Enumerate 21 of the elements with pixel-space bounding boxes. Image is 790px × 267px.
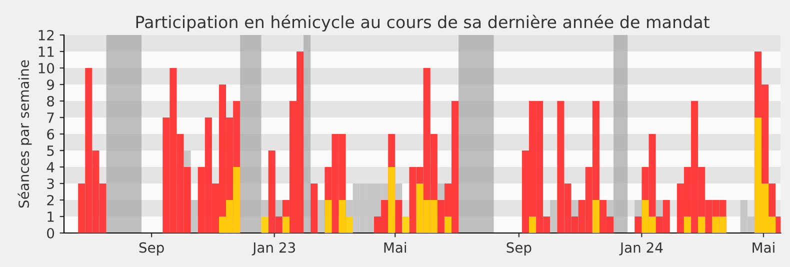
y-axis-title: Séances par semaine xyxy=(18,60,32,208)
y-tick-label: 5 xyxy=(47,146,54,156)
x-tick-label: Sep xyxy=(139,242,164,256)
x-tick-label: Jan 24 xyxy=(619,242,663,256)
y-tick-label: 7 xyxy=(47,112,54,123)
y-tick-label: 0 xyxy=(47,228,54,238)
chart-title: Participation en hémicycle au cours de sa dernière année de mandat xyxy=(136,14,710,32)
x-tick-label: Mai xyxy=(752,242,774,253)
x-tick-label: Jan 23 xyxy=(252,242,295,256)
y-tick-label: 4 xyxy=(46,162,54,172)
x-tick-label: Sep xyxy=(506,242,532,256)
y-tick-label: 11 xyxy=(38,46,54,57)
y-tick-label: 2 xyxy=(47,194,54,206)
y-tick-label: 12 xyxy=(38,30,54,40)
y-tick-label: 8 xyxy=(47,96,54,106)
y-tick-label: 3 xyxy=(47,178,54,189)
y-tick-label: 1 xyxy=(48,212,54,222)
y-tick-label: 10 xyxy=(38,62,54,74)
y-tick-label: 9 xyxy=(47,79,54,90)
x-tick-label: Mai xyxy=(384,242,406,253)
y-tick-label: 6 xyxy=(47,128,54,140)
